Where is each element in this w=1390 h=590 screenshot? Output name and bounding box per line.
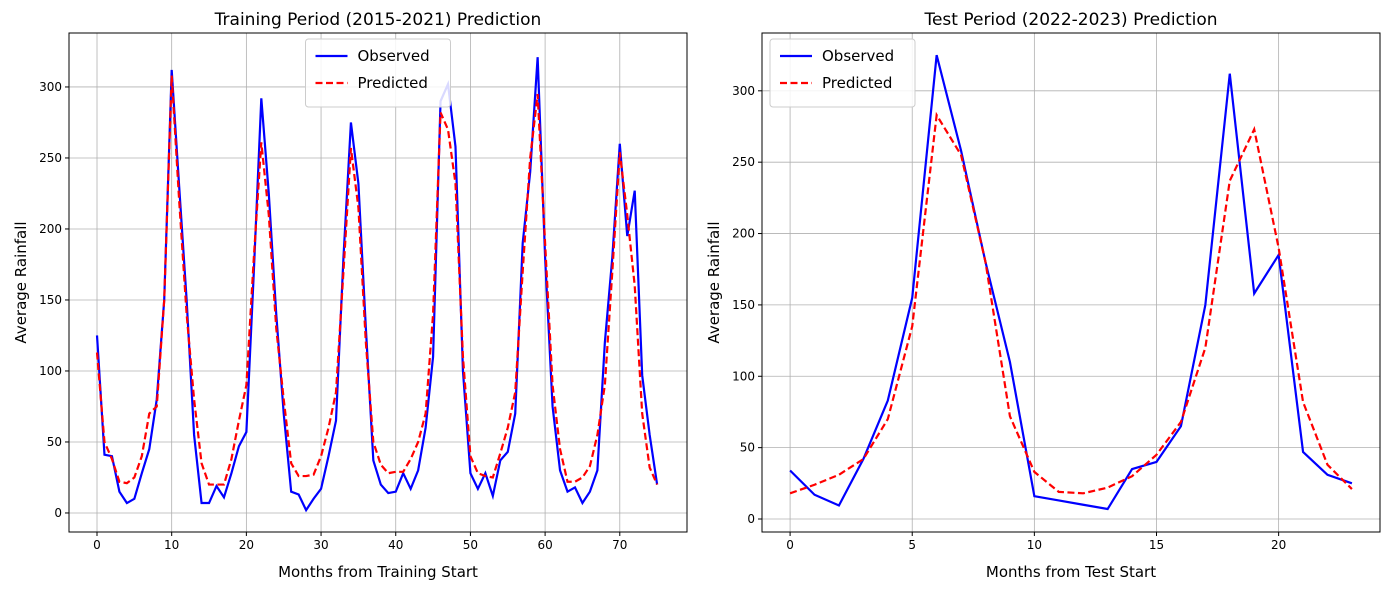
x-tick-label: 0 — [786, 538, 794, 552]
x-tick-label: 60 — [537, 538, 552, 552]
data-line — [789, 54, 1353, 511]
y-axis-label: Average Rainfall — [705, 221, 723, 343]
y-tick-label: 250 — [732, 155, 755, 169]
x-tick-label: 10 — [164, 538, 179, 552]
y-tick-label: 150 — [39, 293, 62, 307]
x-tick-label: 5 — [908, 538, 916, 552]
x-tick-label: 70 — [612, 538, 627, 552]
y-tick-label: 200 — [732, 227, 755, 241]
x-tick-label: 30 — [313, 538, 328, 552]
x-tick-label: 50 — [463, 538, 478, 552]
x-tick-label: 40 — [388, 538, 403, 552]
legend-label: Predicted — [822, 74, 892, 92]
legend: Observed Predicted — [305, 38, 451, 108]
y-tick-label: 300 — [39, 80, 62, 94]
legend-label: Observed — [822, 47, 894, 65]
x-tick-label: 20 — [1271, 538, 1286, 552]
y-tick-label: 250 — [39, 151, 62, 165]
x-axis-label: Months from Test Start — [986, 563, 1156, 581]
y-tick-label: 150 — [732, 298, 755, 312]
x-tick-label: 10 — [1027, 538, 1042, 552]
legend: Observed Predicted — [769, 38, 916, 108]
x-axis-label: Months from Training Start — [278, 563, 478, 581]
x-tick-label: 15 — [1149, 538, 1164, 552]
y-axis-label: Average Rainfall — [12, 221, 30, 343]
data-line — [95, 57, 659, 513]
legend-label: Predicted — [358, 74, 428, 92]
y-tick-label: 100 — [39, 364, 62, 378]
y-tick-label: 200 — [39, 222, 62, 236]
y-tick-label: 50 — [740, 441, 755, 455]
y-tick-label: 100 — [732, 369, 755, 383]
chart-title: Test Period (2022-2023) Prediction — [923, 10, 1217, 30]
y-tick-label: 0 — [54, 506, 62, 520]
plot-frame — [761, 32, 1381, 533]
data-line — [789, 111, 1353, 495]
y-tick-label: 0 — [747, 512, 755, 526]
data-line — [95, 75, 659, 486]
x-tick-label: 0 — [93, 538, 101, 552]
x-tick-label: 20 — [239, 538, 254, 552]
chart-title: Training Period (2015-2021) Prediction — [214, 10, 542, 30]
y-tick-label: 50 — [47, 435, 62, 449]
plot-frame — [68, 32, 688, 533]
y-tick-label: 300 — [732, 84, 755, 98]
legend-label: Observed — [358, 47, 430, 65]
